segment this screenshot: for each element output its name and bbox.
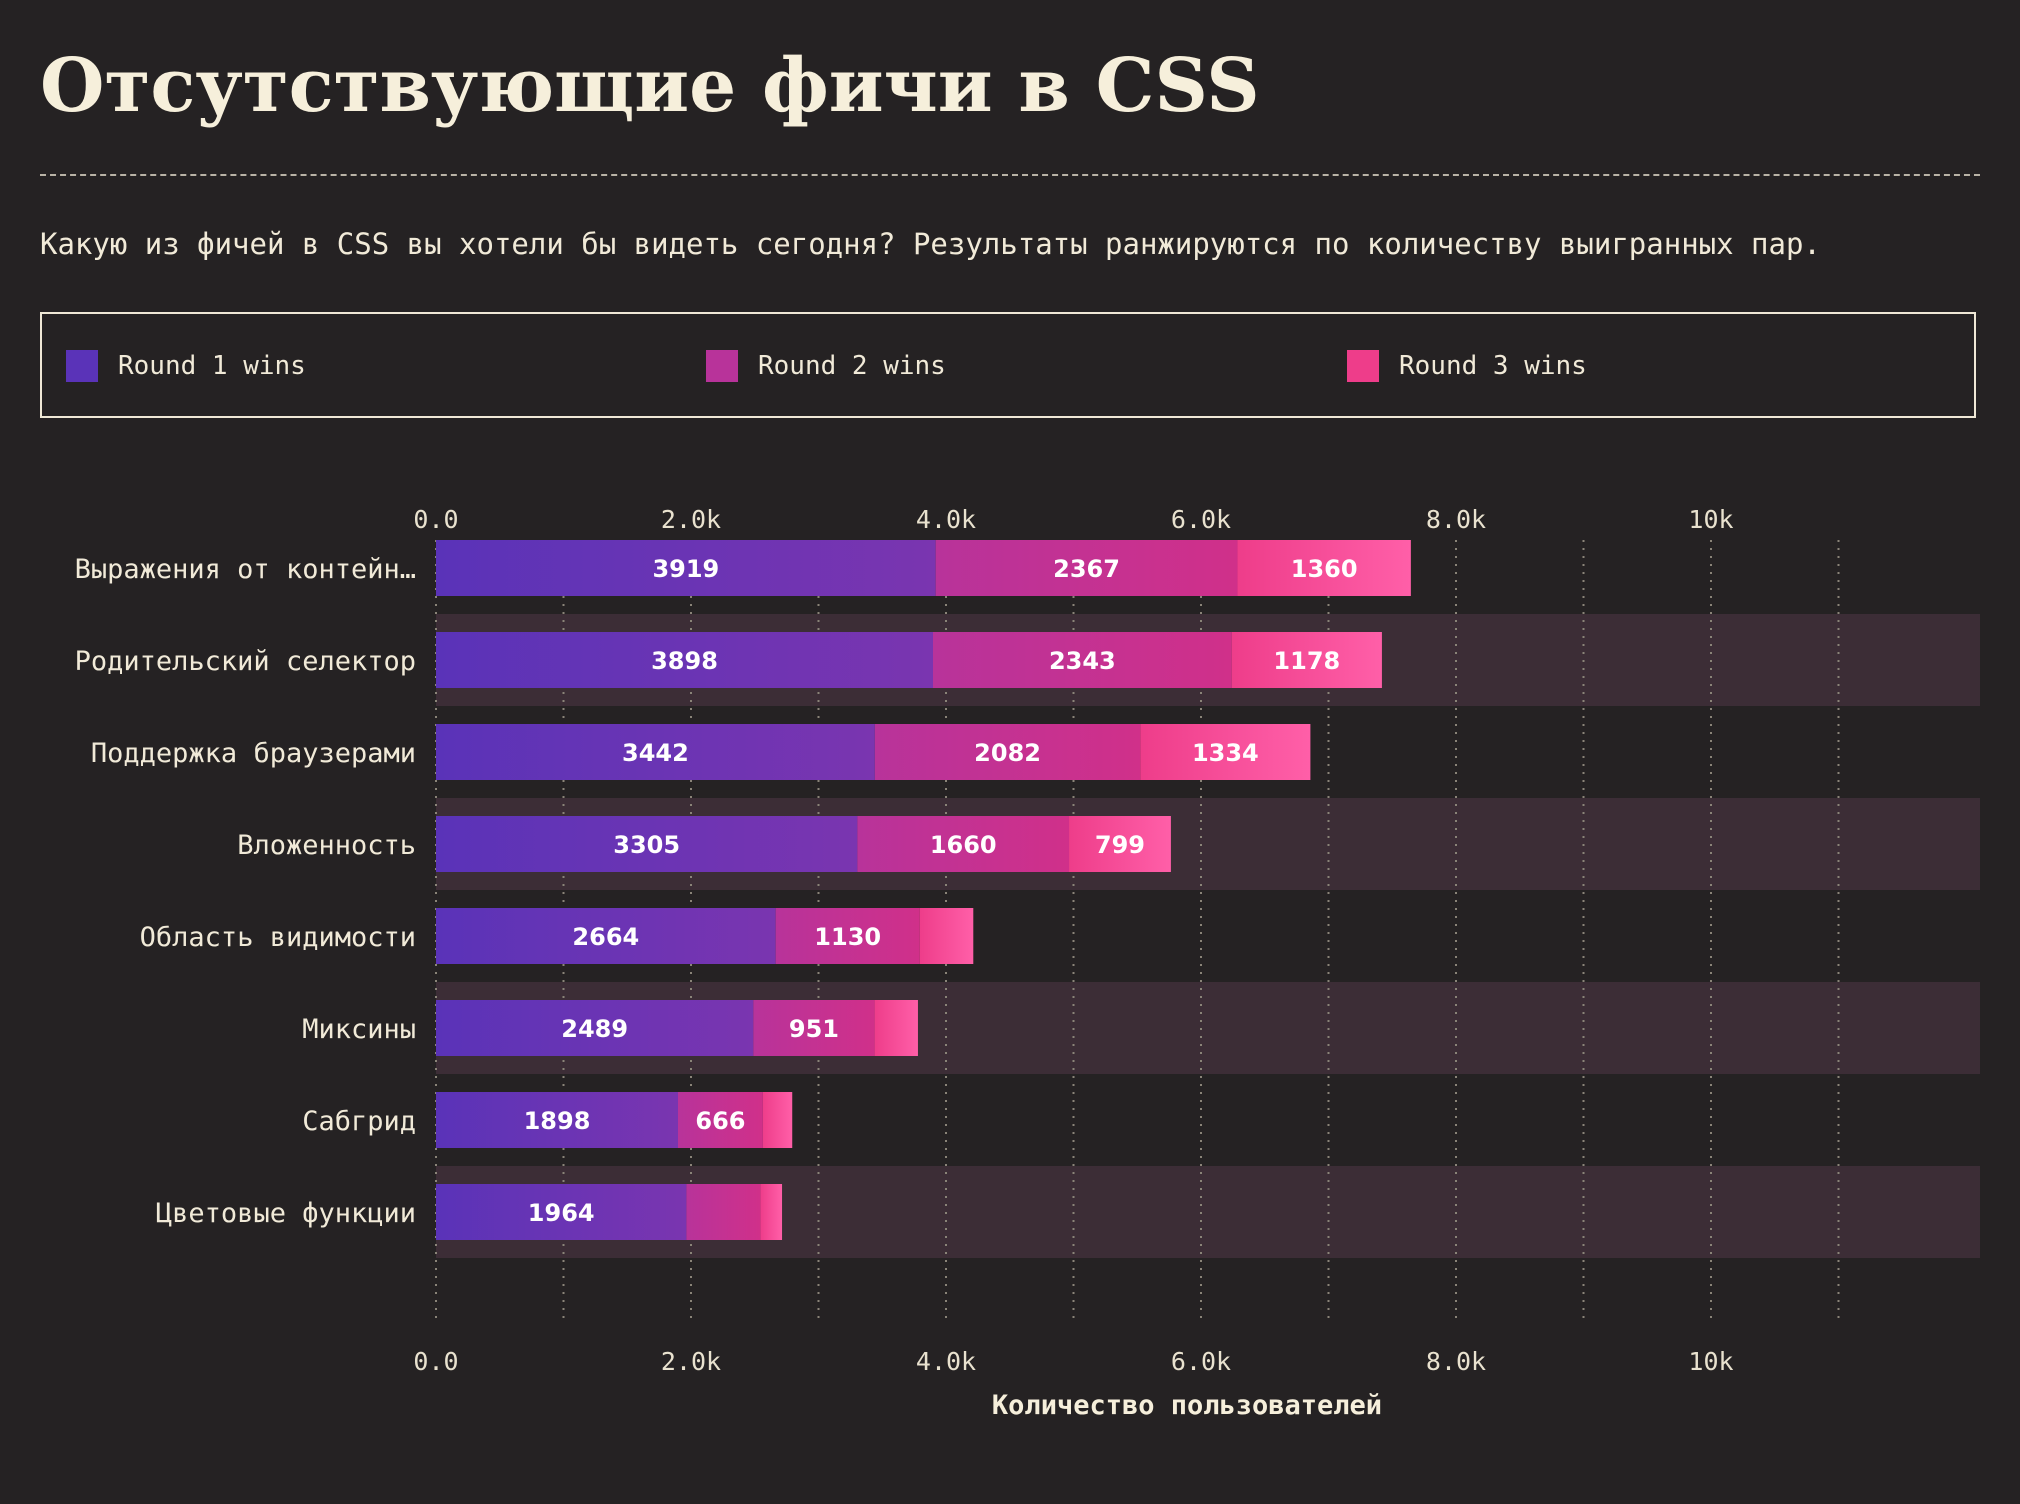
bar-segment-round-2[interactable] — [677, 1092, 763, 1148]
bar-segment-round-3[interactable] — [1069, 816, 1171, 872]
bar-segment-round-1[interactable] — [436, 540, 936, 596]
bar-segment-round-1[interactable] — [436, 816, 858, 872]
legend-swatch-round-2 — [706, 350, 738, 382]
bar-value-label: 666 — [695, 1107, 745, 1135]
bar-segment-round-3[interactable] — [760, 1184, 783, 1240]
bar-value-label: 3305 — [613, 831, 680, 859]
x-tick-label-top: 0.0 — [413, 505, 458, 534]
bar-segment-round-1[interactable] — [436, 632, 933, 688]
bar-segment-round-1[interactable] — [436, 1092, 678, 1148]
bar-segment-round-1[interactable] — [436, 724, 875, 780]
bar-segment-round-3[interactable] — [762, 1092, 793, 1148]
bar-value-label: 1334 — [1192, 739, 1259, 767]
x-tick-label-bottom: 8.0k — [1426, 1347, 1486, 1376]
legend-swatch-round-3 — [1347, 350, 1379, 382]
bar-segment-round-2[interactable] — [932, 632, 1232, 688]
title-divider — [40, 174, 1980, 176]
category-label: Область видимости — [140, 922, 416, 953]
bar-value-label: 2343 — [1049, 647, 1116, 675]
bar-value-label: 799 — [1095, 831, 1145, 859]
category-label: Сабгрид — [302, 1106, 416, 1137]
x-tick-label-top: 8.0k — [1426, 505, 1486, 534]
x-tick-label-bottom: 2.0k — [661, 1347, 721, 1376]
x-tick-label-bottom: 4.0k — [916, 1347, 976, 1376]
legend-item-round-3[interactable]: Round 3 wins — [1347, 348, 1587, 384]
x-tick-label-bottom: 0.0 — [413, 1347, 458, 1376]
x-tick-label-top: 10k — [1688, 505, 1733, 534]
bar-value-label: 1360 — [1291, 555, 1358, 583]
bar-segment-round-2[interactable] — [686, 1184, 761, 1240]
bar-segment-round-3[interactable] — [1231, 632, 1382, 688]
category-label: Выражения от контейн… — [75, 554, 416, 585]
bar-value-label: 951 — [789, 1015, 839, 1043]
bar-value-label: 1660 — [930, 831, 997, 859]
bar-segment-round-2[interactable] — [753, 1000, 875, 1056]
bar-segment-round-3[interactable] — [919, 908, 974, 964]
x-tick-label-top: 2.0k — [661, 505, 721, 534]
bar-value-label: 1178 — [1273, 647, 1340, 675]
bar-value-label: 2664 — [572, 923, 639, 951]
legend-swatch-round-1 — [66, 350, 98, 382]
bar-value-label: 1130 — [814, 923, 881, 951]
legend: Round 1 wins Round 2 wins Round 3 wins — [40, 312, 1976, 418]
bar-value-label: 3919 — [652, 555, 719, 583]
bar-segment-round-2[interactable] — [874, 724, 1141, 780]
category-label: Миксины — [302, 1014, 416, 1045]
x-tick-label-bottom: 6.0k — [1171, 1347, 1231, 1376]
bar-segment-round-3[interactable] — [1140, 724, 1311, 780]
chart-subtitle: Какую из фичей в CSS вы хотели бы видеть… — [40, 227, 1821, 261]
bar-value-label: 2367 — [1053, 555, 1120, 583]
bar-value-label: 2489 — [561, 1015, 628, 1043]
category-label: Вложенность — [237, 830, 416, 861]
bar-segment-round-1[interactable] — [436, 1184, 687, 1240]
category-label: Поддержка браузерами — [91, 738, 416, 769]
bars — [436, 540, 1411, 1240]
bar-segment-round-1[interactable] — [436, 1000, 754, 1056]
bar-value-label: 3898 — [651, 647, 718, 675]
category-label: Цветовые функции — [156, 1198, 416, 1229]
bar-value-label: 1898 — [524, 1107, 591, 1135]
bar-value-label: 2082 — [974, 739, 1041, 767]
bar-value-label: 3442 — [622, 739, 689, 767]
chart-title: Отсутствующие фичи в CSS — [40, 43, 1260, 129]
x-tick-label-top: 4.0k — [916, 505, 976, 534]
legend-label-round-1: Round 1 wins — [118, 351, 306, 381]
x-tick-label-bottom: 10k — [1688, 1347, 1733, 1376]
x-axis-title: Количество пользователей — [992, 1390, 1382, 1421]
bar-value-label: 1964 — [528, 1199, 595, 1227]
legend-label-round-3: Round 3 wins — [1399, 351, 1587, 381]
bar-segment-round-3[interactable] — [874, 1000, 918, 1056]
bar-segment-round-3[interactable] — [1237, 540, 1411, 596]
bar-segment-round-2[interactable] — [857, 816, 1070, 872]
legend-item-round-2[interactable]: Round 2 wins — [706, 348, 946, 384]
legend-label-round-2: Round 2 wins — [758, 351, 946, 381]
labels: 0.0 0.0 2.0k 2.0k 4.0k 4.0k 6.0k 6.0k 8.0k 8.0k 10… — [75, 505, 1734, 1376]
x-tick-label-top: 6.0k — [1171, 505, 1231, 534]
category-label: Родительский селектор — [75, 646, 416, 677]
bar-segment-round-2[interactable] — [775, 908, 920, 964]
bar-segment-round-2[interactable] — [935, 540, 1238, 596]
legend-item-round-1[interactable]: Round 1 wins — [66, 348, 306, 384]
bar-segment-round-1[interactable] — [436, 908, 776, 964]
